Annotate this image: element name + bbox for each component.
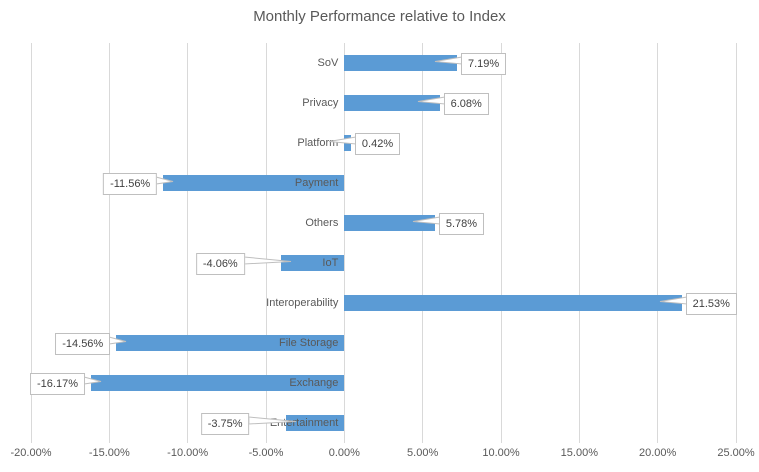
gridline: [108, 43, 110, 443]
callout-pointer: [412, 216, 441, 225]
bar: [344, 295, 682, 311]
bar: [163, 175, 345, 191]
bar: [91, 375, 345, 391]
x-tick-label: -10.00%: [167, 447, 209, 459]
category-label: Others: [305, 217, 339, 229]
gridline: [343, 43, 345, 443]
category-label: Platform: [297, 137, 339, 149]
data-label-callout: -14.56%: [55, 332, 111, 355]
bar: [285, 415, 345, 431]
category-label: Privacy: [302, 97, 339, 109]
x-tick-label: 25.00%: [717, 447, 755, 459]
callout-pointer: [659, 296, 688, 305]
x-tick-label: 5.00%: [407, 447, 439, 459]
callout-pointer: [434, 56, 463, 65]
gridline: [30, 43, 32, 443]
x-tick-label: -5.00%: [248, 447, 284, 459]
callout-pointer: [108, 336, 127, 345]
data-label-callout: 6.08%: [443, 92, 489, 115]
bar: [116, 335, 345, 351]
category-label: Interoperability: [266, 297, 339, 309]
chart-title: Monthly Performance relative to Index: [253, 8, 506, 25]
gridline: [500, 43, 502, 443]
bar: [344, 55, 457, 71]
x-tick-label: 15.00%: [560, 447, 598, 459]
data-label-callout: 7.19%: [460, 52, 507, 75]
x-tick-label: -20.00%: [10, 447, 52, 459]
callout-pointer: [155, 176, 174, 185]
bar: [280, 255, 345, 271]
gridline: [187, 43, 189, 443]
callout-pointer: [243, 256, 291, 265]
bar: [344, 215, 435, 231]
gridline: [657, 43, 659, 443]
callout-pointer: [417, 96, 446, 105]
callout-pointer: [83, 376, 102, 385]
x-tick-label: 10.00%: [482, 447, 520, 459]
gridline: [422, 43, 424, 443]
bar: [344, 95, 440, 111]
data-label-callout: 0.42%: [354, 132, 401, 155]
x-tick-label: 0.00%: [328, 447, 360, 459]
data-label-callout: 5.78%: [438, 212, 485, 235]
category-label: SoV: [317, 57, 339, 69]
gridline: [578, 43, 580, 443]
data-label-callout: -11.56%: [103, 172, 158, 195]
data-label-callout: -3.75%: [200, 412, 250, 435]
gridline: [265, 43, 267, 443]
callout-pointer: [248, 416, 296, 425]
data-label-callout: -16.17%: [30, 372, 85, 395]
x-tick-label: -15.00%: [88, 447, 130, 459]
x-tick-label: 20.00%: [639, 447, 677, 459]
callout-pointer: [328, 136, 357, 145]
data-label-callout: 21.53%: [685, 292, 737, 315]
gridline: [735, 43, 737, 443]
data-label-callout: -4.06%: [195, 252, 245, 275]
